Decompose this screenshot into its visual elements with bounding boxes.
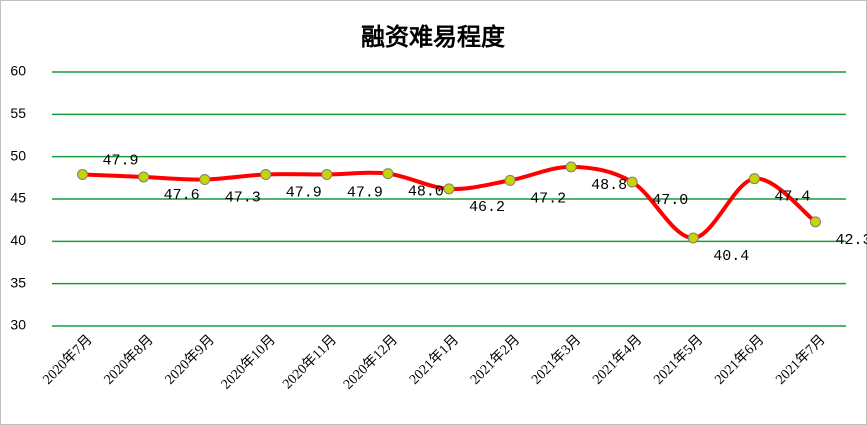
value-label: 40.4 <box>713 248 749 265</box>
data-point <box>565 161 577 173</box>
value-label: 47.4 <box>774 189 810 206</box>
y-tick-label: 60 <box>10 63 26 79</box>
value-label: 47.2 <box>530 190 566 207</box>
value-label: 46.2 <box>469 199 505 216</box>
value-label: 42.3 <box>835 232 867 249</box>
data-point <box>77 168 89 180</box>
data-point <box>504 174 516 186</box>
y-tick-label: 40 <box>10 232 26 248</box>
value-label: 48.0 <box>408 184 444 201</box>
y-tick-label: 50 <box>10 147 26 163</box>
value-label: 47.3 <box>225 189 261 206</box>
y-tick-label: 55 <box>10 105 26 121</box>
value-label: 48.8 <box>591 177 627 194</box>
value-label: 47.0 <box>652 192 688 209</box>
data-point <box>260 168 272 180</box>
chart-title: 融资难易程度 <box>361 23 506 51</box>
data-point <box>687 232 699 244</box>
value-label: 47.9 <box>103 152 139 169</box>
y-tick-label: 30 <box>10 317 26 333</box>
y-tick-label: 45 <box>10 190 26 206</box>
data-point <box>748 173 760 185</box>
data-point <box>626 176 638 188</box>
value-label: 47.9 <box>286 184 322 201</box>
value-label: 47.6 <box>164 187 200 204</box>
data-point <box>321 168 333 180</box>
data-point <box>138 171 150 183</box>
data-point <box>199 174 211 186</box>
y-tick-label: 35 <box>10 274 26 290</box>
data-point <box>382 168 394 180</box>
data-point <box>809 216 821 228</box>
value-label: 47.9 <box>347 184 383 201</box>
data-point <box>443 183 455 195</box>
